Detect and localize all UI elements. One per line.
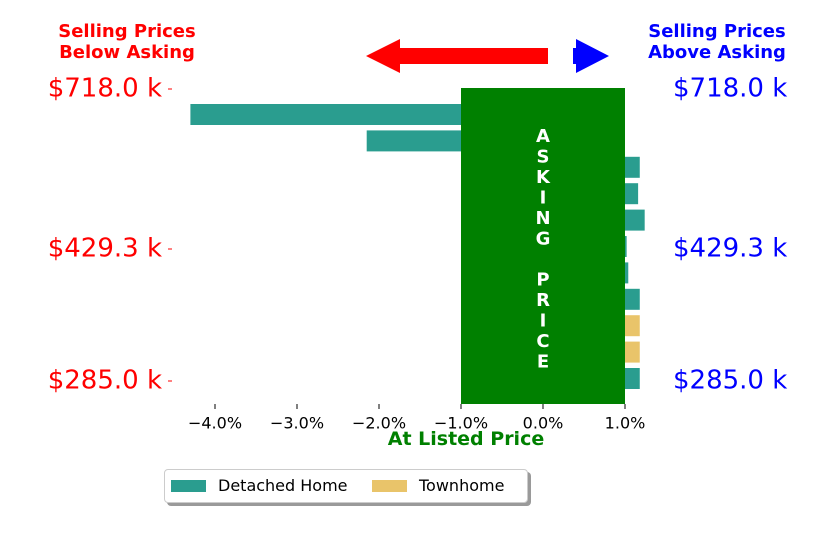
- asking-price-letter: P: [536, 270, 549, 291]
- y-tick-label-right: $429.3 k: [673, 234, 787, 264]
- above-asking-header-line1: Selling Prices: [648, 21, 786, 42]
- y-tick-label-left: $718.0 k: [48, 74, 162, 104]
- asking-price-letter: S: [537, 147, 550, 168]
- x-tick-label: −4.0%: [188, 414, 242, 433]
- right-arrow-icon: [573, 39, 609, 73]
- legend-item-townhome: Townhome: [372, 476, 504, 495]
- below-asking-header-line2: Below Asking: [59, 42, 195, 63]
- right-y-axis: $718.0 k $429.3 k $285.0 k: [673, 74, 787, 396]
- bar-detached-home-0: [190, 104, 543, 125]
- y-tick-label-left: $429.3 k: [48, 234, 162, 264]
- asking-price-letter: K: [536, 167, 551, 188]
- y-tick-label-right: $718.0 k: [673, 74, 787, 104]
- above-asking-header: Selling Prices Above Asking: [617, 21, 817, 63]
- legend-label-detached-home: Detached Home: [218, 476, 348, 495]
- legend-swatch-townhome: [372, 479, 407, 492]
- asking-price-letter: C: [536, 331, 549, 352]
- asking-price-band: [461, 88, 625, 404]
- x-tick-label: −1.0%: [434, 414, 488, 433]
- x-tick-label: −2.0%: [352, 414, 406, 433]
- x-tick-label: 1.0%: [605, 414, 646, 433]
- left-arrow-icon: [366, 39, 548, 73]
- asking-price-letter: N: [535, 208, 550, 229]
- below-asking-header-line1: Selling Prices: [58, 21, 196, 42]
- x-tick-label: −3.0%: [270, 414, 324, 433]
- asking-price-letter: R: [536, 290, 550, 311]
- asking-price-letter: E: [537, 352, 549, 373]
- y-tick-label-right: $285.0 k: [673, 366, 787, 396]
- asking-price-letter: I: [540, 311, 547, 332]
- legend-label-townhome: Townhome: [419, 476, 505, 495]
- x-axis: −4.0% −3.0% −2.0% −1.0% 0.0% 1.0%: [188, 404, 645, 433]
- left-y-axis: $718.0 k $429.3 k $285.0 k: [48, 74, 172, 396]
- asking-price-letter: I: [540, 188, 547, 209]
- y-tick-label-left: $285.0 k: [48, 366, 162, 396]
- legend: Detached Home Townhome: [164, 469, 528, 503]
- asking-price-letter: A: [536, 126, 550, 147]
- below-asking-header: Selling Prices Below Asking: [27, 21, 227, 63]
- above-asking-header-line2: Above Asking: [648, 42, 786, 63]
- x-axis-label: At Listed Price: [388, 428, 544, 450]
- legend-swatch-detached-home: [171, 479, 206, 492]
- asking-price-letter: G: [536, 229, 551, 250]
- x-tick-label: 0.0%: [523, 414, 564, 433]
- legend-item-detached-home: Detached Home: [171, 476, 348, 495]
